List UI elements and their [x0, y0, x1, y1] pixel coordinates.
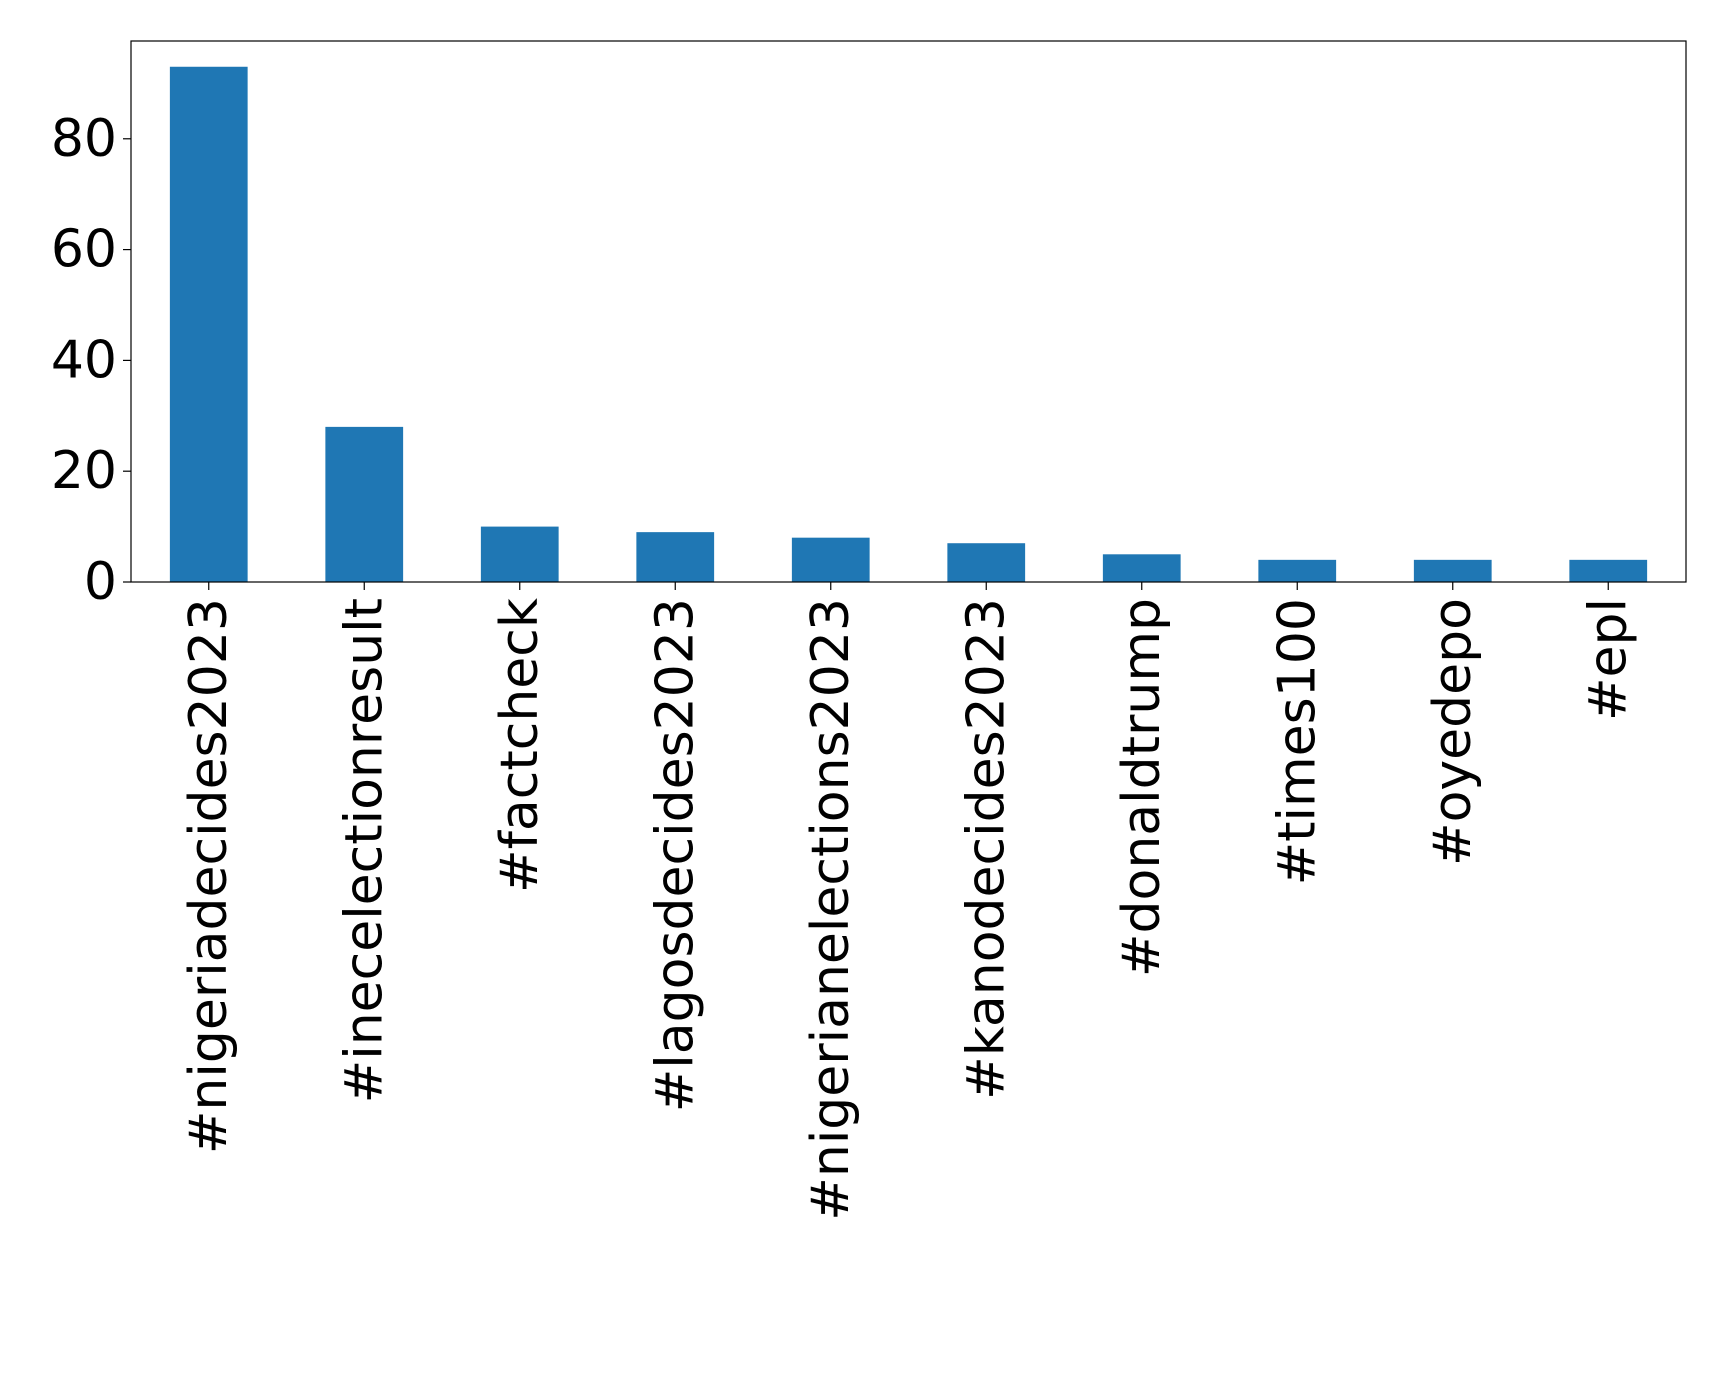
x-axis: #nigeriadecides2023 #inecelectionresult #f… [179, 582, 1638, 1221]
x-tick-label: #times100 [1267, 598, 1327, 885]
plot-frame [130, 40, 1687, 583]
x-tick-label: #kanodecides2023 [956, 598, 1016, 1100]
bar [480, 526, 559, 582]
bar [947, 543, 1026, 582]
y-tick-label: 60 [51, 220, 117, 280]
bar [325, 426, 404, 582]
bar [1569, 559, 1648, 582]
x-tick-label: #lagosdecides2023 [645, 598, 705, 1112]
x-tick-label: #donaldtrump [1112, 598, 1172, 977]
y-tick-label: 20 [51, 441, 117, 501]
y-tick-label: 80 [51, 109, 117, 169]
y-tick-label: 0 [84, 552, 117, 612]
x-tick-label: #inecelectionresult [334, 598, 394, 1103]
bar [1413, 559, 1492, 582]
bar [169, 66, 248, 582]
x-tick-label: #nigerianelections2023 [801, 598, 861, 1221]
x-tick-label: #epl [1578, 598, 1638, 721]
bar [791, 537, 870, 582]
y-tick-label: 40 [51, 330, 117, 390]
bar [636, 532, 715, 582]
x-tick-label: #factcheck [490, 598, 550, 893]
y-axis: 0 20 40 60 80 [51, 109, 131, 612]
bar [1258, 559, 1337, 582]
bars-group [169, 66, 1648, 582]
x-tick-label: #nigeriadecides2023 [179, 598, 239, 1154]
bar [1102, 554, 1181, 582]
x-tick-label: #oyedepo [1423, 598, 1483, 866]
